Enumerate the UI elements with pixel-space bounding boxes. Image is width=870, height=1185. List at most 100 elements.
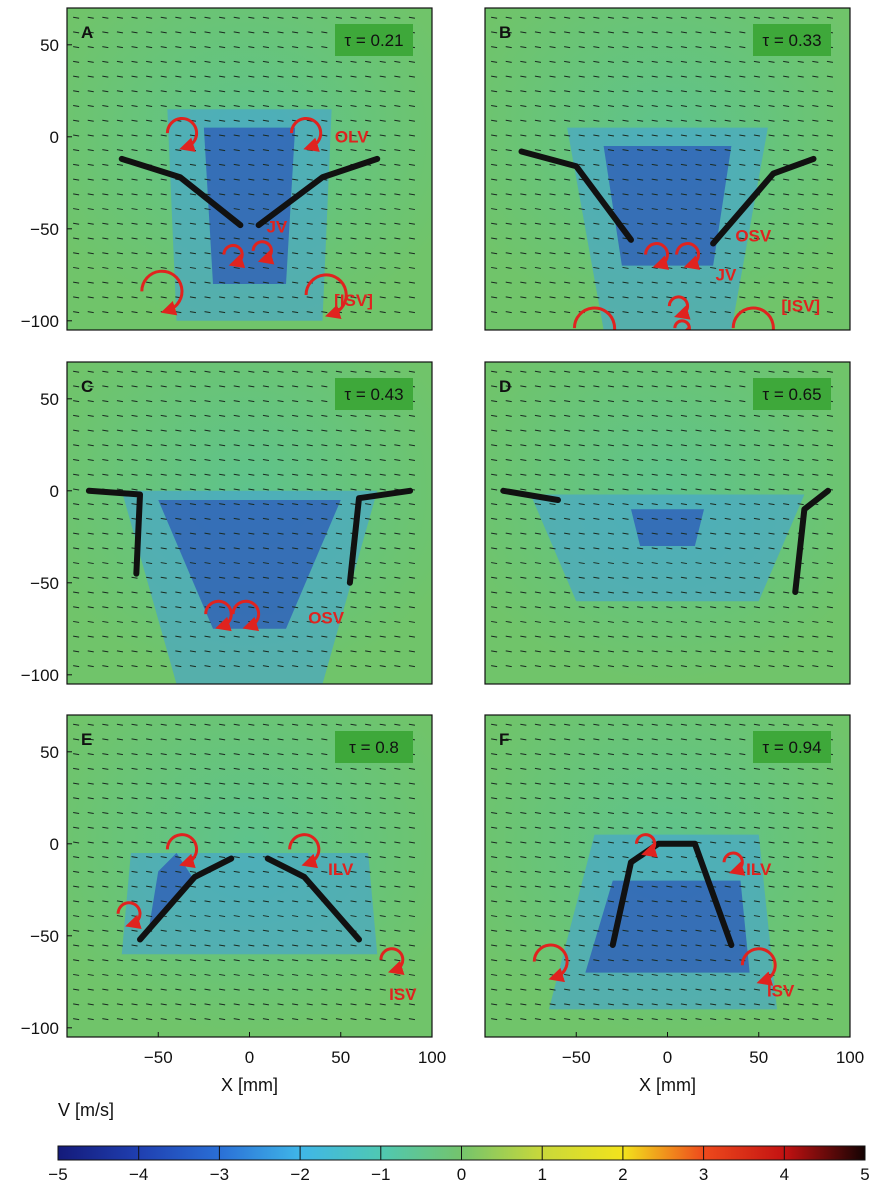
velocity-vector — [710, 105, 717, 108]
velocity-vector — [491, 31, 498, 34]
velocity-vector — [102, 650, 109, 653]
velocity-vector — [680, 738, 688, 741]
velocity-vector — [753, 635, 761, 638]
velocity-vector — [578, 915, 585, 918]
velocity-vector — [292, 915, 299, 918]
velocity-vector — [335, 973, 343, 976]
velocity-vector — [695, 1018, 702, 1021]
velocity-vector — [219, 414, 226, 417]
velocity-vector — [102, 414, 109, 417]
velocity-vector — [292, 385, 299, 388]
velocity-vector — [146, 311, 153, 314]
velocity-vector — [534, 105, 542, 108]
velocity-vector — [262, 296, 270, 299]
velocity-vector — [73, 635, 80, 638]
velocity-vector — [102, 782, 109, 785]
velocity-vector — [248, 400, 255, 403]
velocity-vector — [292, 988, 299, 991]
velocity-vector — [87, 753, 94, 756]
velocity-vector — [520, 841, 527, 844]
velocity-vector — [365, 606, 372, 609]
velocity-vector — [593, 915, 600, 918]
velocity-vector — [724, 562, 731, 565]
velocity-vector — [73, 517, 80, 520]
velocity-vector — [146, 149, 153, 152]
velocity-vector — [724, 591, 731, 594]
velocity-vector — [739, 915, 746, 918]
velocity-vector — [651, 753, 658, 756]
velocity-vector — [534, 414, 542, 417]
velocity-vector — [710, 665, 717, 668]
velocity-vector — [826, 252, 834, 255]
velocity-vector — [131, 576, 138, 579]
vortex-label: ILV — [328, 860, 354, 879]
velocity-vector — [753, 105, 761, 108]
velocity-vector — [564, 60, 571, 63]
velocity-vector — [335, 547, 343, 550]
velocity-vector — [350, 767, 357, 770]
velocity-vector — [321, 915, 328, 918]
velocity-vector — [534, 767, 542, 770]
velocity-vector — [116, 31, 124, 34]
velocity-vector — [593, 1003, 600, 1006]
velocity-vector — [408, 885, 416, 888]
velocity-vector — [680, 812, 688, 815]
velocity-vector — [365, 915, 372, 918]
velocity-vector — [146, 296, 153, 299]
velocity-vector — [549, 266, 556, 269]
velocity-vector — [666, 31, 673, 34]
velocity-vector — [379, 635, 386, 638]
velocity-vector — [365, 782, 372, 785]
velocity-vector — [768, 370, 775, 373]
velocity-vector — [219, 547, 226, 550]
velocity-vector — [131, 429, 138, 432]
velocity-vector — [87, 16, 94, 19]
velocity-vector — [321, 753, 328, 756]
velocity-vector — [826, 163, 834, 166]
velocity-vector — [578, 635, 585, 638]
velocity-vector — [680, 163, 688, 166]
velocity-vector — [607, 753, 615, 756]
velocity-vector — [219, 193, 226, 196]
velocity-vector — [233, 885, 240, 888]
velocity-vector — [637, 46, 644, 49]
velocity-vector — [189, 252, 197, 255]
velocity-vector — [321, 812, 328, 815]
vortex-ring — [675, 242, 701, 270]
velocity-vector — [277, 414, 284, 417]
velocity-vector — [73, 16, 80, 19]
velocity-vector — [768, 444, 775, 447]
velocity-vector — [379, 16, 386, 19]
velocity-vector — [394, 959, 401, 962]
velocity-vector — [408, 973, 416, 976]
velocity-vector — [695, 738, 702, 741]
velocity-vector — [564, 252, 571, 255]
velocity-vector — [306, 400, 313, 403]
velocity-vector — [160, 385, 167, 388]
velocity-vector — [335, 459, 343, 462]
velocity-vector — [505, 429, 512, 432]
velocity-vector — [87, 665, 94, 668]
velocity-vector — [710, 988, 717, 991]
velocity-vector — [219, 266, 226, 269]
velocity-vector — [394, 841, 401, 844]
velocity-vector — [491, 237, 498, 240]
velocity-vector — [797, 370, 804, 373]
velocity-vector — [146, 900, 153, 903]
velocity-vector — [826, 503, 834, 506]
velocity-vector — [408, 517, 416, 520]
velocity-vector — [783, 1018, 790, 1021]
velocity-vector — [204, 767, 211, 770]
velocity-vector — [739, 988, 746, 991]
tau-label: τ = 0.94 — [762, 738, 821, 757]
velocity-vector — [549, 31, 556, 34]
velocity-vector — [666, 620, 673, 623]
velocity-vector — [394, 119, 401, 122]
velocity-vector — [768, 767, 775, 770]
velocity-vector — [783, 973, 790, 976]
velocity-vector — [116, 547, 124, 550]
velocity-vector — [491, 767, 498, 770]
velocity-vector — [607, 576, 615, 579]
velocity-vector — [306, 370, 313, 373]
velocity-vector — [505, 414, 512, 417]
